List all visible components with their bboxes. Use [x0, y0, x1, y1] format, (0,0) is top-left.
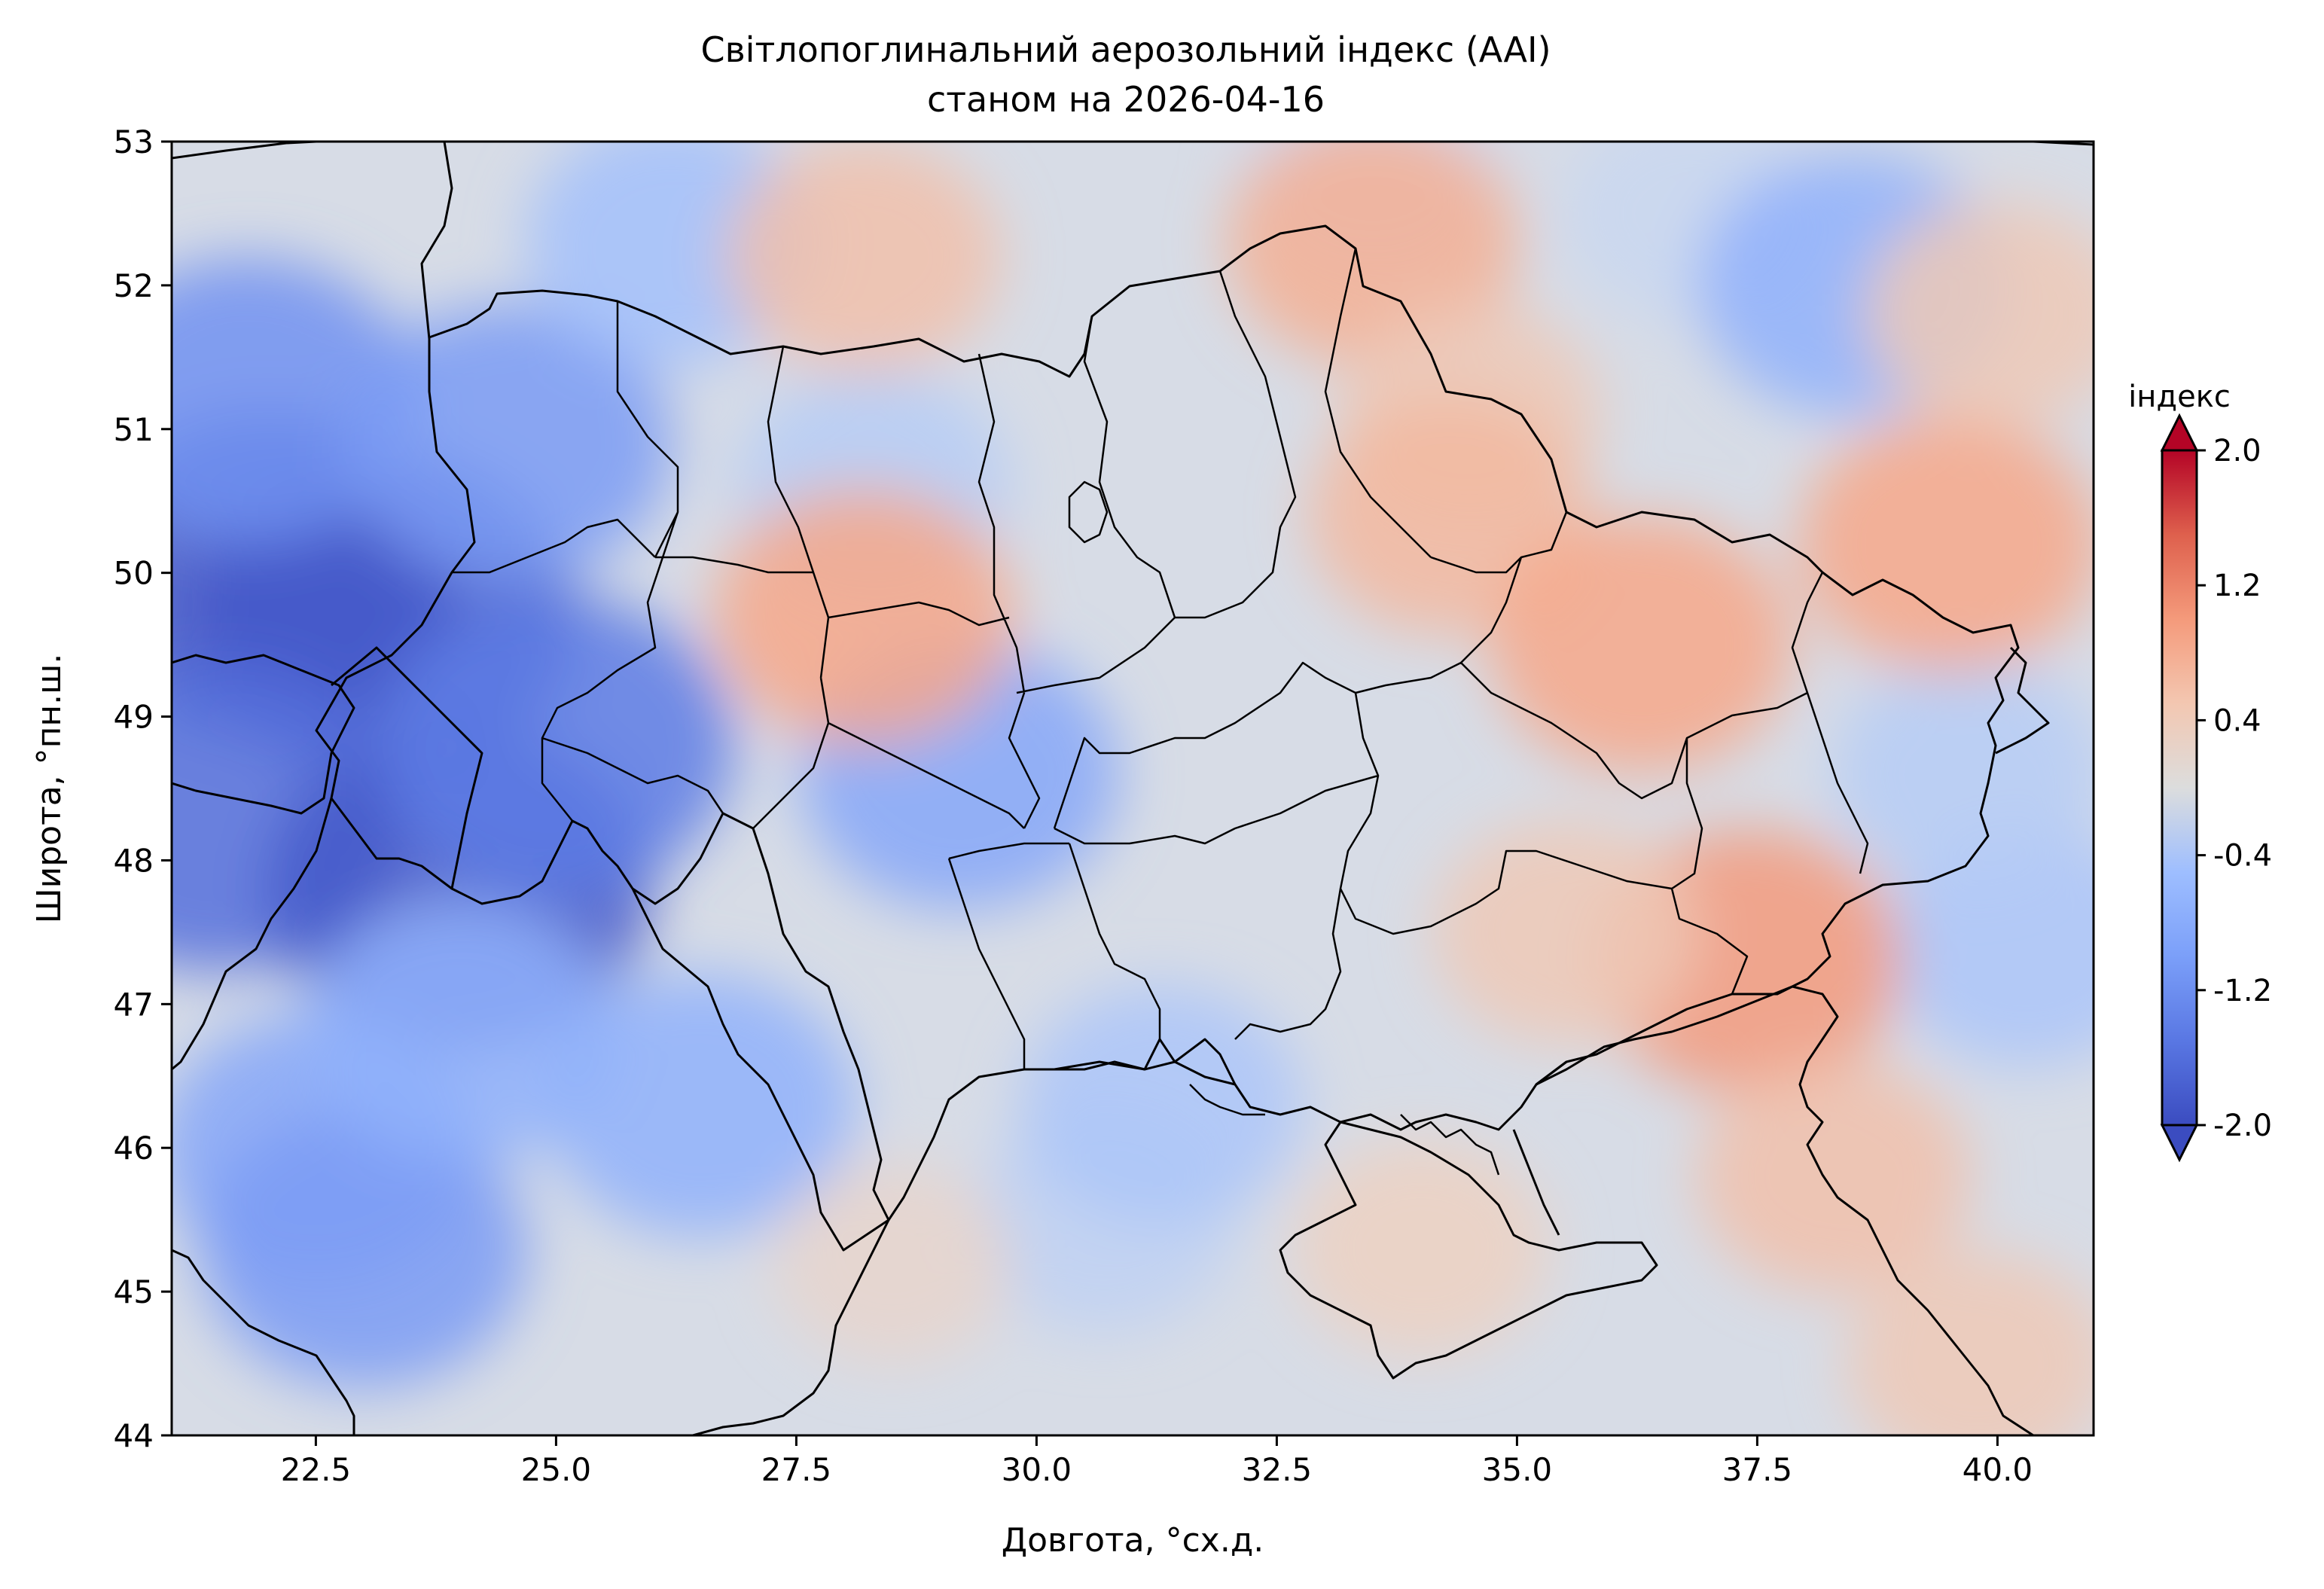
x-tick-label: 37.5: [1722, 1451, 1793, 1488]
kyiv-city: [1068, 480, 1109, 544]
x-axis: 22.5 25.0 27.5 30.0 32.5 35.0 37.5 40.0: [281, 1435, 2033, 1488]
colorbar-tick-label: 0.4: [2213, 703, 2261, 738]
border-md: [722, 812, 890, 1221]
y-tick-label: 49: [114, 699, 154, 736]
x-tick-label: 30.0: [1002, 1451, 1072, 1488]
y-tick-label: 50: [114, 555, 154, 592]
ukraine-border: [315, 224, 2020, 1252]
colorbar-ticks: -2.0 -1.2 -0.4 0.4 1.2 2.0: [2197, 434, 2272, 1143]
y-tick-label: 48: [114, 842, 154, 879]
colorbar-extend-max: [2160, 413, 2199, 452]
y-tick-label: 45: [114, 1273, 154, 1310]
colorbar-body: [2161, 449, 2198, 1127]
aai-blob: [1432, 819, 1698, 1045]
map-area: [172, 142, 2094, 1435]
border-west: [172, 654, 355, 815]
aai-blob: [726, 142, 1001, 374]
aai-blob: [1697, 1060, 1972, 1294]
border-ro: [331, 646, 483, 889]
aai-blob: [1798, 416, 2094, 673]
y-tick-label: 53: [114, 124, 154, 160]
aai-blob: [1292, 1139, 1549, 1358]
aai-blob: [773, 1160, 1011, 1365]
y-tick-label: 46: [114, 1130, 154, 1167]
west-coast: [692, 1219, 890, 1435]
crimea-border: [1279, 1121, 1658, 1380]
x-tick-label: 40.0: [1963, 1451, 2033, 1488]
kerch-border: [1512, 1129, 1560, 1236]
y-tick-label: 44: [114, 1417, 154, 1454]
aai-blob: [200, 1109, 529, 1388]
colorbar-tick-label: 2.0: [2213, 434, 2261, 468]
x-tick-label: 27.5: [761, 1451, 832, 1488]
azov-north: [1536, 1060, 1567, 1086]
sivash-coast: [1400, 1114, 1500, 1176]
colorbar: індекс -2.0 -1.2 -0.4 0.4 1.2 2.0: [2128, 380, 2272, 1163]
border-ro-bg: [172, 1249, 355, 1435]
aai-blob: [343, 303, 672, 583]
x-tick-label: 35.0: [1482, 1451, 1553, 1488]
y-tick-label: 52: [114, 267, 154, 304]
border-pl: [420, 142, 453, 340]
azov-coast: [1536, 985, 2034, 1435]
colorbar-tick-label: -0.4: [2213, 839, 2272, 874]
y-axis-label: Широта, °пн.ш.: [30, 654, 69, 924]
aai-field: [172, 142, 2094, 1435]
border-hu-ro: [172, 798, 333, 1071]
y-tick-label: 51: [114, 411, 154, 448]
colorbar-label: індекс: [2128, 380, 2231, 414]
map-frame: [170, 140, 2095, 1437]
chart-title: Світлопоглинальний аерозольний індекс (A…: [700, 29, 1551, 70]
aai-blob: [1865, 201, 2094, 428]
colorbar-extend-min: [2160, 1124, 2199, 1163]
kinburn: [1189, 1084, 1265, 1116]
aai-blob: [378, 594, 734, 896]
dnipro-coast: [1054, 1060, 1236, 1086]
chart-subtitle: станом на 2026-04-16: [927, 79, 1325, 120]
colorbar-tick-label: -1.2: [2213, 974, 2272, 1008]
x-axis-label: Довгота, °сх.д.: [1002, 1521, 1264, 1560]
aai-blob: [1845, 1250, 2094, 1435]
y-axis: 44 45 46 47 48 49 50 51 52 53: [114, 124, 172, 1454]
border-md-ro: [632, 813, 724, 905]
aai-blob: [1020, 984, 1304, 1225]
colorbar-tick-label: 1.2: [2213, 569, 2261, 603]
y-tick-label: 47: [114, 986, 154, 1023]
aai-blob: [1831, 657, 2094, 891]
x-tick-label: 32.5: [1242, 1451, 1313, 1488]
borders: [172, 142, 2094, 1435]
oblast-lines: [420, 248, 1869, 1069]
colorbar-tick-label: -2.0: [2213, 1109, 2272, 1143]
aai-blob: [712, 487, 1014, 744]
x-tick-label: 25.0: [521, 1451, 592, 1488]
x-tick-label: 22.5: [281, 1451, 352, 1488]
aai-blob: [1491, 517, 1793, 773]
east-border-ru: [1995, 646, 2050, 755]
aai-blob: [304, 901, 615, 1165]
aai-blob: [544, 972, 855, 1237]
